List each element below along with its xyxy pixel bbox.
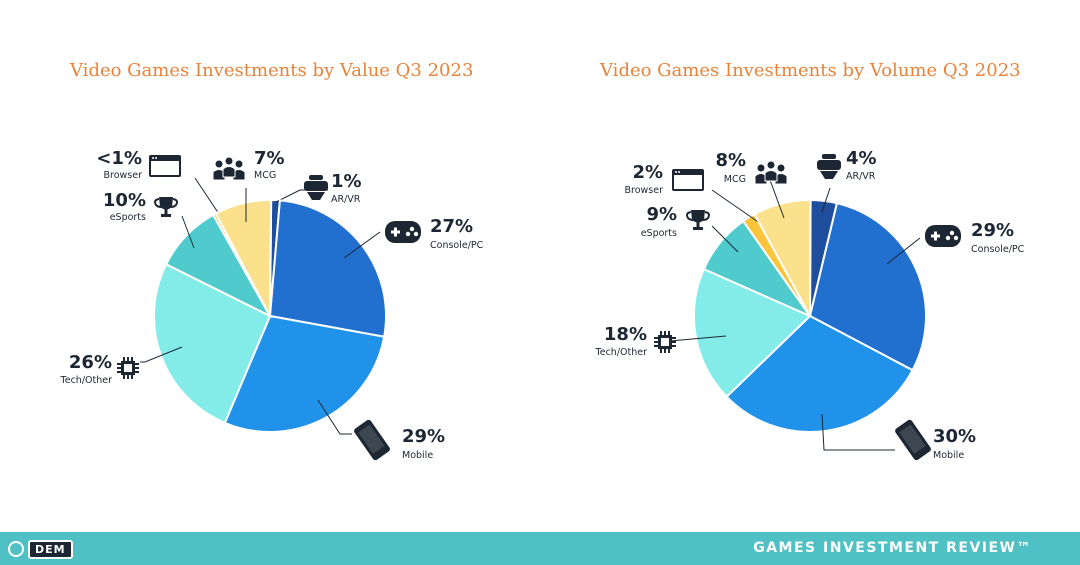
pie-slice-mobile xyxy=(725,314,914,433)
pie-chart-volume: 4% AR/VR 29% Console/PC 30% Mobile 18% Tech/Oth… xyxy=(595,148,1025,461)
leader-line-tech-other xyxy=(140,346,183,363)
browser-window-icon xyxy=(149,155,181,177)
watermark-label: DEM xyxy=(28,539,73,559)
data-label-pct-mcg: 8% xyxy=(715,150,746,171)
data-label-name-mobile: Mobile xyxy=(933,450,964,461)
data-label-pct-ar-vr: 1% xyxy=(331,171,362,192)
data-label-name-esports: eSports xyxy=(110,212,146,223)
group-icon xyxy=(212,156,246,181)
leader-line-console-pc xyxy=(886,237,921,265)
leader-line-ar-vr xyxy=(821,187,831,213)
chart-title-volume: Video Games Investments by Volume Q3 202… xyxy=(600,60,1021,81)
data-label-name-mobile: Mobile xyxy=(402,450,433,461)
data-label-name-tech-other: Tech/Other xyxy=(60,375,113,386)
pie-slice-tech-other xyxy=(693,267,812,399)
data-label-pct-esports: 10% xyxy=(103,190,146,211)
data-label-name-esports: eSports xyxy=(641,228,677,239)
leader-line-tech-other xyxy=(669,335,727,342)
chip-icon xyxy=(654,331,676,353)
leader-line-console-pc xyxy=(343,231,381,259)
data-label-pct-mobile: 29% xyxy=(402,426,445,447)
pie-slice-console-pc xyxy=(268,199,387,338)
data-label-name-browser: Browser xyxy=(104,170,143,181)
vr-headset-icon xyxy=(817,154,841,179)
data-label-pct-browser: <1% xyxy=(96,148,142,169)
leader-line-mcg xyxy=(769,179,785,219)
vr-headset-icon xyxy=(304,175,328,200)
data-label-pct-esports: 9% xyxy=(646,204,677,225)
pie-slice-mcg xyxy=(214,199,273,317)
smartphone-icon xyxy=(895,419,931,461)
pie-charts: 1% AR/VR 27% Console/PC 29% Mobile 26% Tech/Oth… xyxy=(60,148,1025,461)
watermark-circle-icon xyxy=(8,541,24,557)
group-icon xyxy=(754,160,788,185)
footer-bar: DEM GAMES INVESTMENT REVIEW™ xyxy=(0,532,1080,565)
leader-line-browser xyxy=(711,189,765,227)
trophy-icon xyxy=(154,197,178,217)
data-label-name-browser: Browser xyxy=(625,185,664,196)
leader-line-esports xyxy=(711,225,739,253)
pie-slice-mcg xyxy=(753,199,812,317)
smartphone-icon xyxy=(354,419,390,461)
pie-slice-mobile xyxy=(223,314,386,433)
pie-slice-console-pc xyxy=(808,201,927,372)
data-label-pct-mcg: 7% xyxy=(254,148,285,169)
watermark-logo: DEM xyxy=(8,538,73,560)
chip-icon xyxy=(117,357,139,379)
data-label-name-ar-vr: AR/VR xyxy=(331,194,361,205)
data-label-pct-tech-other: 18% xyxy=(604,324,647,345)
browser-window-icon xyxy=(672,169,704,191)
pie-slice-tech-other xyxy=(153,262,272,425)
footer-brand: GAMES INVESTMENT REVIEW™ xyxy=(753,540,1032,556)
data-label-name-console-pc: Console/PC xyxy=(971,244,1025,255)
trophy-icon xyxy=(686,210,710,230)
data-label-pct-mobile: 30% xyxy=(933,426,976,447)
chart-title-value: Video Games Investments by Value Q3 2023 xyxy=(70,60,474,81)
leader-line-mobile xyxy=(317,399,352,435)
data-label-pct-ar-vr: 4% xyxy=(846,148,877,169)
data-label-pct-console-pc: 27% xyxy=(430,216,473,237)
data-label-name-mcg: MCG xyxy=(724,174,746,185)
data-label-name-mcg: MCG xyxy=(254,170,276,181)
data-label-name-ar-vr: AR/VR xyxy=(846,171,876,182)
data-label-pct-browser: 2% xyxy=(632,162,663,183)
leader-line-mobile xyxy=(821,413,895,451)
pie-chart-value: 1% AR/VR 27% Console/PC 29% Mobile 26% Tech/Oth… xyxy=(60,148,484,461)
data-label-pct-tech-other: 26% xyxy=(69,352,112,373)
leader-line-esports xyxy=(181,215,195,249)
data-label-pct-console-pc: 29% xyxy=(971,220,1014,241)
gamepad-icon xyxy=(925,225,961,247)
data-label-name-console-pc: Console/PC xyxy=(430,240,484,251)
data-label-name-tech-other: Tech/Other xyxy=(595,347,648,358)
gamepad-icon xyxy=(385,221,421,243)
